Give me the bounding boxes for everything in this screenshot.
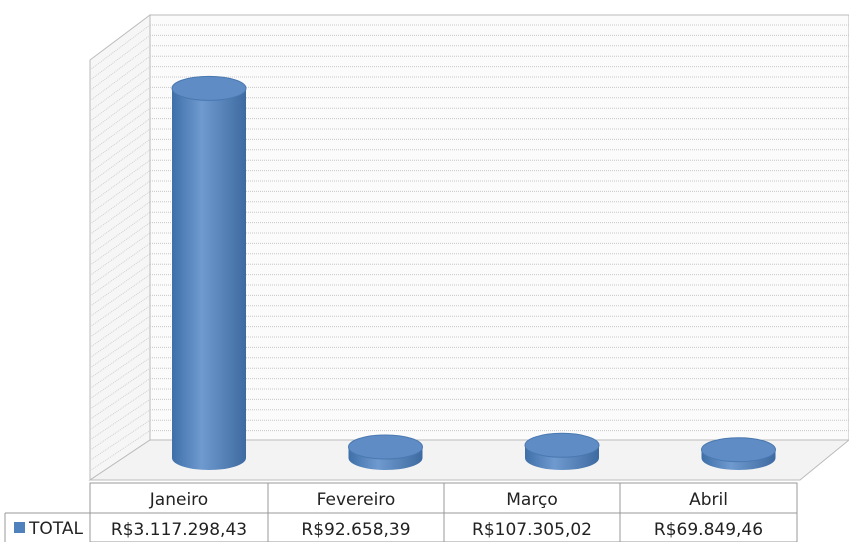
side-wall (89, 14, 151, 481)
grid-line (89, 190, 151, 235)
grid-line (89, 388, 151, 431)
grid-line (89, 357, 151, 400)
grid-line (89, 159, 151, 204)
grid-line (89, 222, 151, 266)
grid-line (89, 263, 151, 307)
value-label: R$69.849,46 (654, 520, 763, 540)
grid-line (89, 149, 151, 194)
floor (88, 439, 849, 481)
grid-line (89, 170, 151, 215)
grid-line (89, 430, 151, 472)
grid-line (89, 107, 151, 153)
cylinder-top (348, 434, 423, 460)
grid-line (89, 305, 151, 348)
grid-line (89, 138, 151, 184)
grid-line (89, 378, 151, 420)
grid-line (89, 232, 151, 276)
grid-line (89, 55, 151, 102)
value-label: R$92.658,39 (301, 520, 410, 540)
grid (89, 24, 849, 472)
grid-line (89, 128, 151, 174)
grid-line (89, 253, 151, 297)
grid-line (89, 419, 151, 461)
grid-line (89, 326, 151, 369)
category-label: Janeiro (149, 490, 208, 510)
grid-line (89, 242, 151, 287)
grid-line (89, 118, 151, 163)
data-table: TOTAL Janeiro R$3.117.298,43 Fevereiro R$92… (4, 482, 798, 543)
cylinder-top (701, 437, 776, 463)
grid-line (89, 211, 151, 256)
grid-line (89, 274, 151, 317)
grid-line (89, 367, 151, 410)
grid-line (89, 409, 151, 451)
grid-line (89, 346, 151, 389)
grid-line (89, 315, 151, 359)
grid-line (89, 34, 151, 81)
grid-line (89, 201, 151, 246)
grid-line (89, 336, 151, 379)
value-label: R$107.305,02 (472, 520, 592, 540)
grid-line (89, 24, 151, 71)
cylinder-top (524, 432, 600, 458)
legend-key (14, 522, 25, 533)
bar (524, 432, 600, 470)
value-label: R$3.117.298,43 (111, 520, 247, 540)
grid-line (89, 294, 151, 338)
back-wall (149, 14, 849, 441)
grid-line (89, 284, 151, 328)
grid-line (89, 180, 151, 225)
cylinder-top (171, 75, 247, 101)
grid-line (89, 76, 151, 122)
cylinder-body (172, 88, 246, 470)
grid-line (89, 66, 151, 112)
grid-line (89, 97, 151, 143)
legend-label: TOTAL (28, 519, 83, 539)
grid-line (89, 86, 151, 132)
grid-line (89, 45, 151, 91)
bar (701, 437, 776, 470)
category-label: Março (506, 490, 557, 510)
category-label: Fevereiro (317, 490, 396, 510)
bar (348, 434, 423, 470)
walls (88, 14, 849, 481)
bar (171, 75, 247, 470)
category-label: Abril (689, 490, 728, 510)
grid-line (89, 398, 151, 441)
